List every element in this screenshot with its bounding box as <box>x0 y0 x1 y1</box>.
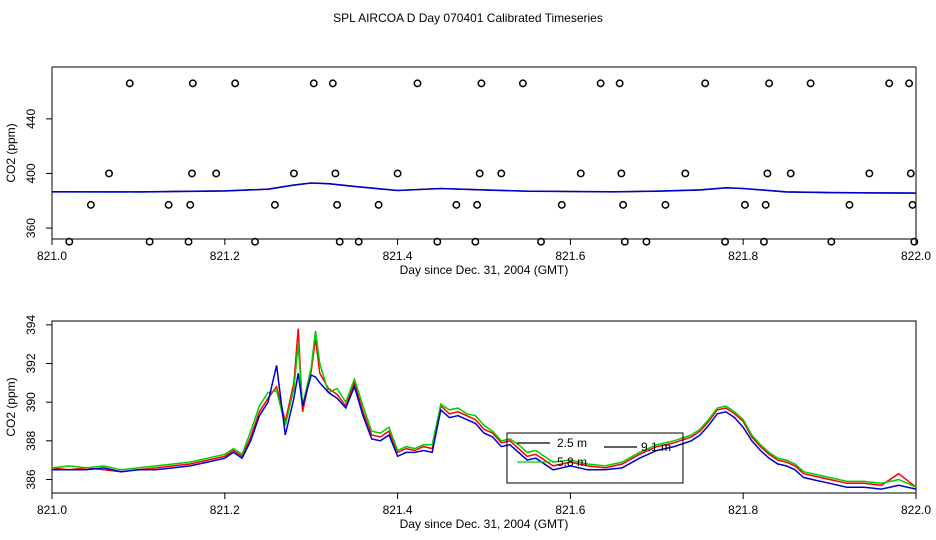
calibration-point <box>557 200 566 209</box>
calibration-point <box>518 79 527 88</box>
calibration-point <box>596 79 605 88</box>
calibration-point <box>661 200 670 209</box>
calibration-point <box>576 169 585 178</box>
top-x-tick-label: 822.0 <box>901 249 931 263</box>
legend-box <box>506 432 684 484</box>
top-y-tick-label: 360 <box>24 218 38 238</box>
calibration-point <box>413 79 422 88</box>
calibration-point <box>806 79 815 88</box>
top-x-tick-label: 821.8 <box>728 249 758 263</box>
calibration-point <box>906 169 915 178</box>
calibration-point <box>910 237 919 246</box>
calibration-point <box>145 237 154 246</box>
series-line-25m <box>51 328 917 488</box>
bottom-y-tick-label: 392 <box>24 353 38 373</box>
bottom-y-tick-label: 388 <box>24 430 38 450</box>
calibration-point <box>186 200 195 209</box>
calibration-point <box>86 200 95 209</box>
calibration-point <box>473 200 482 209</box>
calibration-point <box>619 200 628 209</box>
top-plot-frame <box>51 66 917 240</box>
bottom-x-tick-label: 821.4 <box>383 503 413 517</box>
calibration-point <box>333 200 342 209</box>
calibration-point <box>188 79 197 88</box>
calibration-point <box>537 237 545 246</box>
calibration-point <box>188 169 196 178</box>
top-x-tick-label: 821.6 <box>555 249 585 263</box>
calibration-point <box>309 79 318 88</box>
calibration-point <box>354 237 363 246</box>
calibration-point <box>184 237 193 246</box>
calibration-point <box>759 237 768 246</box>
calibration-point <box>270 200 279 209</box>
calibration-point <box>393 169 402 178</box>
calibration-point <box>231 79 240 88</box>
bottom-x-tick-label: 821.2 <box>210 503 240 517</box>
calibration-point <box>908 200 917 209</box>
calibration-point <box>642 237 651 246</box>
top-x-tick-label: 821.2 <box>210 249 240 263</box>
calibration-point <box>289 169 298 178</box>
calibration-point <box>620 237 629 246</box>
bottom-x-tick-label: 821.0 <box>37 503 67 517</box>
calibration-point <box>765 79 774 88</box>
calibration-point <box>433 237 442 246</box>
top-x-axis-label: Day since Dec. 31, 2004 (GMT) <box>400 263 569 277</box>
calibration-point <box>845 200 854 209</box>
calibration-point <box>885 79 894 88</box>
calibration-point <box>905 79 914 88</box>
calibration-point <box>471 237 480 246</box>
calibration-point <box>497 169 506 178</box>
calibration-point <box>827 237 836 246</box>
calibration-point <box>105 169 113 178</box>
legend-label: 9.1 m <box>641 440 671 454</box>
calibration-point <box>164 200 173 209</box>
bottom-plot-frame <box>51 320 917 494</box>
calibration-point <box>125 79 134 88</box>
calibration-point <box>763 169 772 178</box>
calibration-point <box>328 79 337 88</box>
bottom-x-tick-label: 821.8 <box>728 503 758 517</box>
calibration-point <box>786 169 795 178</box>
calibration-point <box>452 200 461 209</box>
top-x-tick-label: 821.0 <box>37 249 67 263</box>
bottom-y-tick-label: 390 <box>24 392 38 412</box>
top-x-tick-label: 821.4 <box>383 249 413 263</box>
top-y-axis-label: CO2 (ppm) <box>4 123 18 182</box>
bottom-x-tick-label: 821.6 <box>555 503 585 517</box>
bottom-x-axis-label: Day since Dec. 31, 2004 (GMT) <box>400 517 569 531</box>
chart-title: SPL AIRCOA D Day 070401 Calibrated Times… <box>333 11 603 25</box>
bottom-y-tick-label: 394 <box>24 315 38 335</box>
top-y-tick-label: 400 <box>24 163 38 183</box>
legend-label: 5.8 m <box>557 455 587 469</box>
calibration-point <box>701 79 710 88</box>
series-line-91m <box>52 365 917 490</box>
bottom-y-axis-label: CO2 (ppm) <box>4 377 18 436</box>
calibration-point <box>761 200 770 209</box>
calibration-point <box>212 169 221 178</box>
calibration-point <box>681 169 690 178</box>
calibration-point <box>740 200 749 209</box>
calibration-point <box>331 169 340 178</box>
calibration-point <box>251 237 259 246</box>
calibration-point <box>721 237 730 246</box>
top-y-tick-label: 440 <box>24 109 38 129</box>
bottom-plot: 821.0 821.2 821.4 821.6 821.8 822.0 386 388 390 3… <box>4 315 931 531</box>
calibration-point <box>335 237 344 246</box>
legend-label: 2.5 m <box>557 436 587 450</box>
series-line-58m <box>51 330 917 488</box>
calibration-point <box>477 79 486 88</box>
calibration-point <box>65 237 74 246</box>
calibration-point <box>617 169 626 178</box>
calibration-point <box>374 200 383 209</box>
top-plot: 821.0 821.2 821.4 821.6 821.8 822.0 360 400 440 D… <box>4 66 931 277</box>
bottom-y-tick-label: 386 <box>24 469 38 489</box>
calibration-point <box>475 169 484 178</box>
top-series-blue <box>51 182 917 194</box>
calibration-point <box>615 79 624 88</box>
calibration-point <box>865 169 874 178</box>
bottom-x-tick-label: 822.0 <box>901 503 931 517</box>
